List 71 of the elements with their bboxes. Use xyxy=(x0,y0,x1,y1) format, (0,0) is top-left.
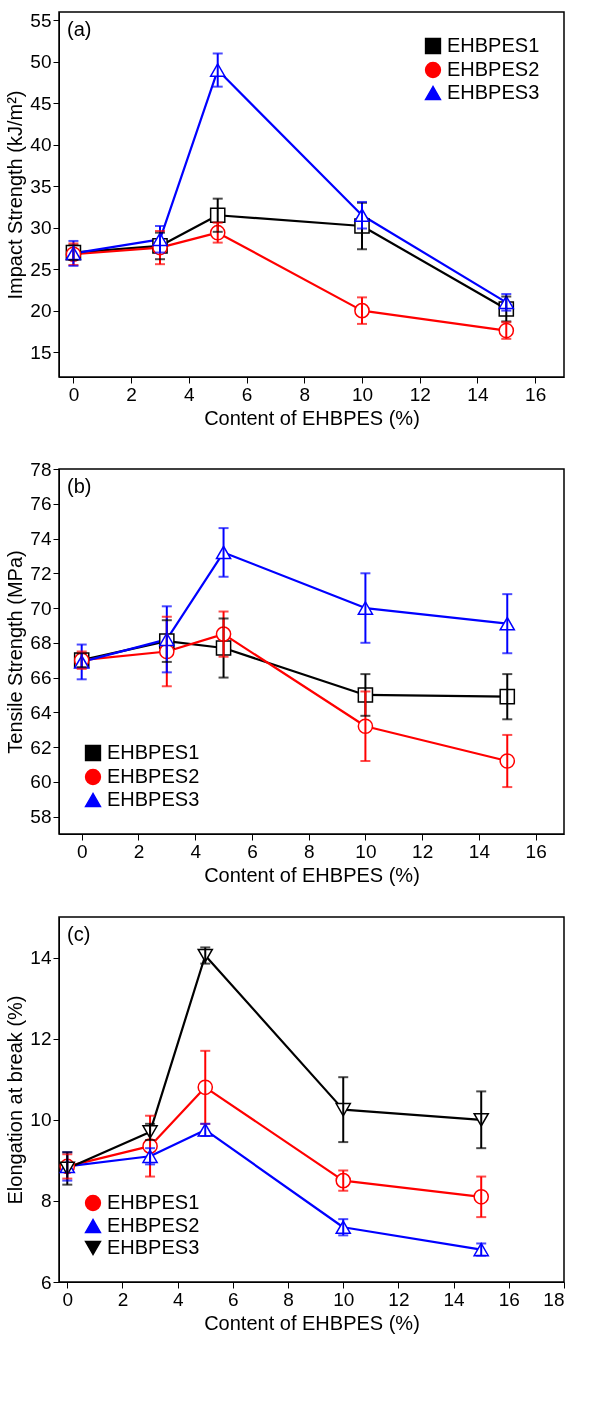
x-tick-label: 2 xyxy=(126,383,137,405)
y-tick-label: 10 xyxy=(30,1109,52,1131)
x-tick-label: 16 xyxy=(525,383,547,405)
x-tick-label: 4 xyxy=(190,840,202,862)
x-axis-title: Content of EHBPES (%) xyxy=(204,863,420,886)
x-tick-label: 10 xyxy=(351,383,374,405)
legend-label: EHBPES1 xyxy=(447,34,540,56)
legend-label: EHBPES3 xyxy=(447,81,540,103)
y-tick-label: 12 xyxy=(30,1028,52,1050)
x-tick-label: 0 xyxy=(68,383,80,405)
legend-label: EHBPES2 xyxy=(447,58,540,80)
x-tick-label: 8 xyxy=(283,1288,294,1310)
annotation: (b) xyxy=(67,475,92,497)
x-tick-label: 8 xyxy=(299,383,311,405)
legend-label: EHBPES1 xyxy=(107,741,200,763)
y-tick-label: 70 xyxy=(30,597,52,619)
y-axis-title: Impact Strength (kJ/m²) xyxy=(4,90,27,300)
y-tick-label: 15 xyxy=(30,341,52,363)
legend-label: EHBPES3 xyxy=(107,1236,200,1258)
x-tick-label: 0 xyxy=(76,840,88,862)
y-tick-label: 66 xyxy=(30,667,52,689)
x-tick-label: 6 xyxy=(241,383,253,405)
legend-label: EHBPES1 xyxy=(107,1191,200,1213)
y-axis-title: Elongation at break (%) xyxy=(4,995,27,1205)
y-tick-label: 78 xyxy=(30,458,52,480)
x-tick-label: 4 xyxy=(172,1288,184,1310)
x-tick-label: 2 xyxy=(133,840,145,862)
x-tick-label: 10 xyxy=(333,1288,355,1310)
y-tick-label: 35 xyxy=(30,175,52,197)
x-tick-label: 14 xyxy=(443,1288,466,1310)
x-tick-label: 4 xyxy=(184,383,196,405)
x-tick-label: 8 xyxy=(303,840,315,862)
x-tick-label: 6 xyxy=(228,1288,239,1310)
legend-label: EHBPES3 xyxy=(107,788,200,810)
x-tick-label: 18 xyxy=(543,1288,565,1310)
legend-label: EHBPES2 xyxy=(107,765,200,787)
y-tick-label: 6 xyxy=(40,1271,52,1293)
x-tick-label: 0 xyxy=(62,1288,74,1310)
y-tick-label: 40 xyxy=(30,134,52,156)
y-tick-label: 55 xyxy=(30,9,52,31)
x-tick-label: 14 xyxy=(468,840,491,862)
y-tick-label: 25 xyxy=(30,258,52,280)
y-tick-label: 72 xyxy=(30,562,52,584)
x-tick-label: 6 xyxy=(247,840,258,862)
x-axis-title: Content of EHBPES (%) xyxy=(204,1311,420,1334)
y-tick-label: 8 xyxy=(40,1190,52,1212)
annotation: (a) xyxy=(67,18,92,40)
y-axis-title: Tensile Strength (MPa) xyxy=(4,550,27,754)
y-tick-label: 45 xyxy=(30,92,52,114)
x-axis-title: Content of EHBPES (%) xyxy=(204,406,420,429)
x-tick-label: 14 xyxy=(467,383,489,405)
x-tick-label: 16 xyxy=(525,840,547,862)
legend-label: EHBPES2 xyxy=(107,1214,200,1236)
y-tick-label: 68 xyxy=(30,632,52,654)
y-tick-label: 62 xyxy=(30,736,52,758)
y-tick-label: 76 xyxy=(30,493,52,515)
y-tick-label: 60 xyxy=(30,771,52,793)
y-tick-label: 74 xyxy=(30,528,52,550)
x-tick-label: 16 xyxy=(498,1288,520,1310)
x-tick-label: 12 xyxy=(388,1288,410,1310)
y-tick-label: 20 xyxy=(30,300,52,322)
x-tick-label: 2 xyxy=(117,1288,129,1310)
annotation: (c) xyxy=(67,923,91,945)
x-tick-label: 12 xyxy=(412,840,434,862)
y-tick-label: 58 xyxy=(30,806,52,828)
x-tick-label: 10 xyxy=(355,840,377,862)
y-tick-label: 14 xyxy=(30,947,52,969)
x-tick-label: 12 xyxy=(409,383,431,405)
y-tick-label: 30 xyxy=(30,217,52,239)
y-tick-label: 50 xyxy=(30,51,52,73)
y-tick-label: 64 xyxy=(30,701,52,723)
